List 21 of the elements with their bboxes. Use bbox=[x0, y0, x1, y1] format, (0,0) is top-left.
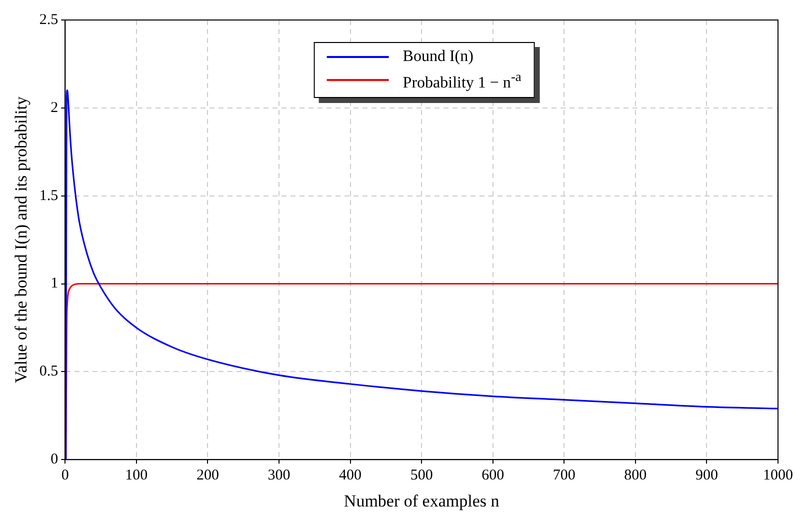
y-axis-title: Value of the bound I(n) and its probability bbox=[12, 96, 31, 384]
x-tick-label: 100 bbox=[125, 468, 148, 484]
y-tick-label: 1 bbox=[50, 276, 58, 292]
x-tick-label: 0 bbox=[61, 468, 69, 484]
x-tick-label: 300 bbox=[268, 468, 290, 484]
y-tick-label: 2 bbox=[50, 100, 58, 116]
x-tick-label: 700 bbox=[552, 468, 576, 484]
x-tick-label: 400 bbox=[339, 468, 362, 484]
x-tick-label: 500 bbox=[410, 468, 433, 484]
legend-label: Probability 1 − n$^{-a}$ bbox=[402, 68, 522, 94]
x-axis-title: Number of examples n bbox=[344, 491, 500, 510]
y-tick-label: 1.5 bbox=[39, 188, 58, 204]
y-tick-label: 0.5 bbox=[39, 364, 58, 380]
x-tick-label: 900 bbox=[695, 468, 718, 484]
x-tick-label: 1000 bbox=[763, 468, 793, 484]
y-tick-label: 0 bbox=[50, 452, 58, 468]
x-tick-label: 600 bbox=[482, 468, 504, 484]
x-tick-label: 200 bbox=[196, 468, 219, 484]
legend-label: Bound I(n) bbox=[402, 47, 474, 67]
x-tick-label: 800 bbox=[624, 468, 647, 484]
y-tick-label: 2.5 bbox=[39, 12, 58, 28]
